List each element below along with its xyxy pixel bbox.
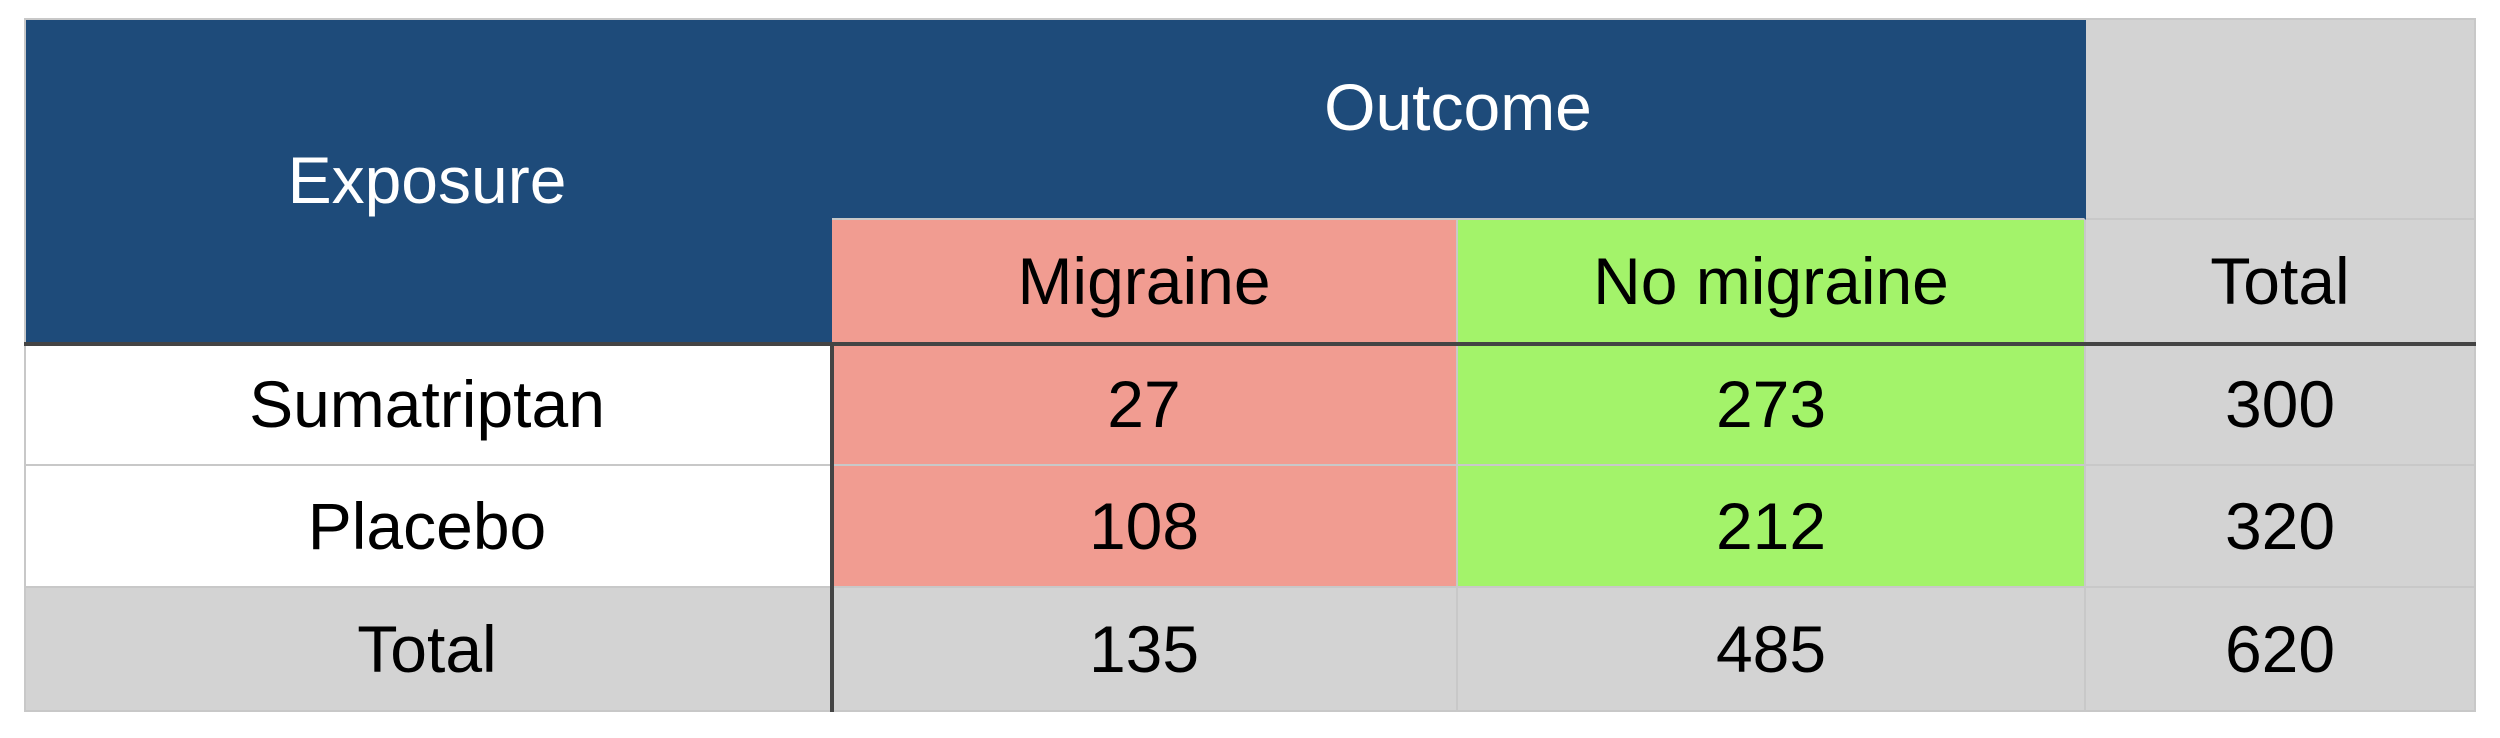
header-blank-gray <box>2086 18 2476 220</box>
row-total-no-migraine: 485 <box>1458 588 2086 712</box>
cell-value: 108 <box>1088 489 1200 563</box>
cell-value: 212 <box>1715 489 1827 563</box>
header-exposure: Exposure <box>24 18 832 344</box>
contingency-table: Exposure Outcome Migraine No migraine To… <box>24 18 2476 712</box>
row-sumatriptan-no-migraine: 273 <box>1458 344 2086 466</box>
header-migraine: Migraine <box>832 220 1458 344</box>
row-placebo-migraine: 108 <box>832 466 1458 588</box>
row-sumatriptan-label: Sumatriptan <box>24 344 832 466</box>
row-label: Placebo <box>307 489 547 563</box>
cell-value: 485 <box>1715 612 1827 686</box>
table-top-border <box>24 18 2476 20</box>
cell-value: 27 <box>1107 367 1181 441</box>
header-no-migraine: No migraine <box>1458 220 2086 344</box>
cell-value: 320 <box>2224 489 2336 563</box>
header-migraine-label: Migraine <box>1017 244 1271 318</box>
header-total-label: Total <box>2210 244 2350 318</box>
table-left-border <box>24 18 26 712</box>
row-placebo-label: Placebo <box>24 466 832 588</box>
cell-value: 273 <box>1715 367 1827 441</box>
header-divider-line <box>24 342 2476 346</box>
row-label: Sumatriptan <box>249 367 605 441</box>
row-label: Total <box>357 612 497 686</box>
label-divider-line <box>830 342 834 712</box>
cell-value: 620 <box>2224 612 2336 686</box>
row-placebo-total: 320 <box>2086 466 2476 588</box>
cell-value: 135 <box>1088 612 1200 686</box>
header-outcome: Outcome <box>832 18 2086 220</box>
cell-value: 300 <box>2224 367 2336 441</box>
row-total-migraine: 135 <box>832 588 1458 712</box>
header-no-migraine-label: No migraine <box>1593 244 1949 318</box>
row-sumatriptan-migraine: 27 <box>832 344 1458 466</box>
row-placebo-no-migraine: 212 <box>1458 466 2086 588</box>
header-exposure-label: Exposure <box>287 143 567 217</box>
row-sumatriptan-total: 300 <box>2086 344 2476 466</box>
header-outcome-label: Outcome <box>1324 70 1592 144</box>
row-total-total: 620 <box>2086 588 2476 712</box>
header-total: Total <box>2086 220 2476 344</box>
row-total-label: Total <box>24 588 832 712</box>
